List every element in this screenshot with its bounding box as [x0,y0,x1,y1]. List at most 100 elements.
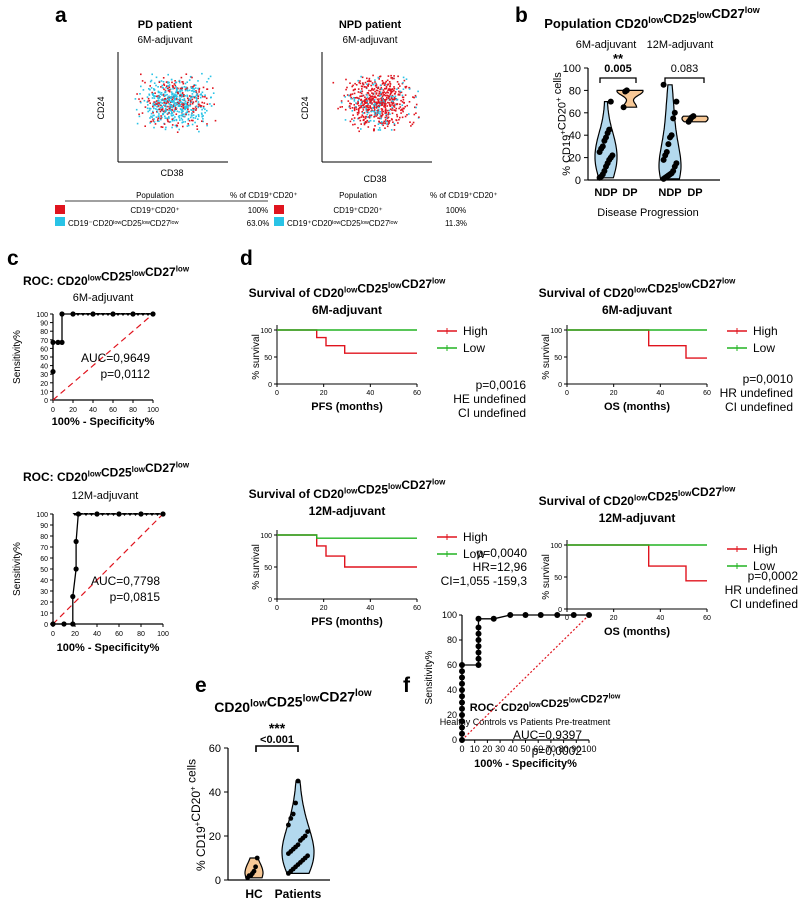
chart-c1-marker [135,313,141,316]
flow-scatter-pd [134,72,217,133]
chart-d1-ytick-label: 0 [268,382,272,389]
chart-c2-marker [127,513,133,516]
chart-d4-xtick-label: 60 [703,615,711,622]
panel-label-b: b [515,4,528,27]
chart-d1-xlabel: PFS (months) [311,401,383,413]
chart-c1-marker [70,313,76,316]
chart-f-ylabel: Sensitivity% [424,650,435,704]
chart-e-point [295,778,301,784]
chart-c1-marker [75,313,81,316]
chart-e-point [254,855,260,861]
chart-f-point [490,615,497,622]
flow-ylabel-npd: CD24 [300,96,310,119]
chart-c2-ytick-label: 50 [40,567,48,574]
chart-c1-marker [140,313,146,316]
chart-c1-point [59,339,65,345]
chart-b-point [663,149,670,155]
table-npd-swatch-cyan [274,217,284,226]
chart-e-group-label-1: Patients [275,887,322,901]
chart-d2-xtick-label: 40 [656,390,664,397]
chart-c1-diagonal [52,313,154,401]
chart-d4-ytick-label: 100 [550,543,562,550]
chart-f-point [459,668,465,675]
chart-c2-marker [94,513,100,516]
chart-d2-stat: p=0,0010 [743,372,794,386]
chart-f-point [459,737,465,743]
chart-c2-marker [133,513,138,516]
chart-b-point [607,98,614,105]
chart-e-ytick-label: 0 [215,875,221,887]
chart-c2-ytick-label: 40 [40,578,48,585]
chart-d3-subtitle: 12M-adjuvant [309,504,386,518]
chart-c1-marker [85,313,91,316]
chart-d3-xtick-label: 20 [320,605,328,612]
chart-c2-ytick-label: 80 [40,534,48,541]
chart-f-ytick-label: 60 [447,660,457,670]
chart-c1-ytick-label: 70 [40,338,48,345]
chart-f-xtick-label: 80 [559,744,569,754]
chart-d1-ytick-label: 50 [264,355,272,362]
chart-f-ytick-label: 40 [447,685,457,695]
chart-d4-xtick-label: 20 [610,615,618,622]
chart-f-point [459,680,465,687]
chart-d2-subtitle: 6M-adjuvant [602,303,672,317]
chart-b-group-label-2: NDP [658,187,681,199]
table-pd-col-population: Population [136,191,174,200]
chart-b-title: Population CD20lowCD25lowCD27low [544,5,761,31]
chart-d4-xtick-label: 0 [565,615,569,622]
chart-b-group-label-0: NDP [594,187,617,199]
chart-d2-xtick-label: 60 [703,390,711,397]
chart-d2-ytick-label: 50 [554,355,562,362]
chart-f-point [475,624,482,631]
chart-f-title: ROC: CD20lowCD25lowCD27low [470,693,621,714]
table-pd-row1-population: CD19⁺CD20⁺ [130,206,179,215]
chart-c2-xtick-label: 80 [137,631,145,638]
chart-d1-ylabel: % survival [251,334,262,380]
chart-c2-marker [144,513,149,516]
table-pd-row2-percent: 63.0% [247,219,270,228]
panel-label-f: f [403,674,411,697]
chart-e-point [305,853,310,859]
chart-f-subtitle: Healthy Controls vs Patients Pre-treatme… [440,717,611,727]
chart-c1-point [50,339,56,345]
chart-d4-xtick-label: 40 [656,615,664,622]
chart-b-point [665,141,672,148]
panel-label-c: c [7,247,19,270]
chart-e-point [286,822,291,828]
chart-e-point [288,816,294,821]
chart-b-ytick-label: 20 [569,153,581,165]
chart-c2-ylabel: Sensitivity% [12,542,23,596]
chart-c1-marker [145,313,151,316]
chart-c2-auc: AUC=0,7798 [91,574,160,588]
chart-c1-pvalue: p=0,0112 [101,367,151,381]
chart-d1-series-high [277,329,417,354]
chart-c1-xtick-label: 0 [51,407,55,414]
chart-e-stars: *** [269,720,286,736]
chart-f-point [475,655,482,662]
chart-c1-ytick-label: 50 [40,355,48,362]
chart-c2-point [73,538,79,545]
chart-d3-xtick-label: 0 [275,605,279,612]
table-pd-swatch-red [55,205,65,214]
chart-c2-point [70,621,76,627]
chart-f-ytick-label: 80 [447,635,457,645]
chart-d2-ytick-label: 0 [558,382,562,389]
chart-d1-title: Survival of CD20lowCD25lowCD27low [249,276,447,300]
chart-f-point [475,615,482,622]
chart-c2-ytick-label: 30 [40,589,48,596]
chart-c1-ytick-label: 60 [40,346,48,353]
chart-c2-ytick-label: 20 [40,600,48,607]
chart-f-point [459,718,465,725]
chart-c2-xlabel: 100% - Specificity% [57,642,160,654]
chart-b-timepoint-12m: 12M-adjuvant [647,39,714,51]
chart-e-title: CD20lowCD25lowCD27low [214,688,372,715]
chart-d2-stat: HR undefined [720,386,793,400]
chart-c2-marker [78,513,83,516]
chart-f-ytick-label: 100 [442,610,457,620]
chart-d2-series-high [567,329,707,359]
chart-c1-xtick-label: 60 [109,407,117,414]
flow-scatter-npd [332,74,420,133]
table-npd-row2-percent: 11.3% [445,219,467,228]
chart-c1-marker [150,313,156,316]
chart-b-ytick-label: 100 [563,63,581,75]
